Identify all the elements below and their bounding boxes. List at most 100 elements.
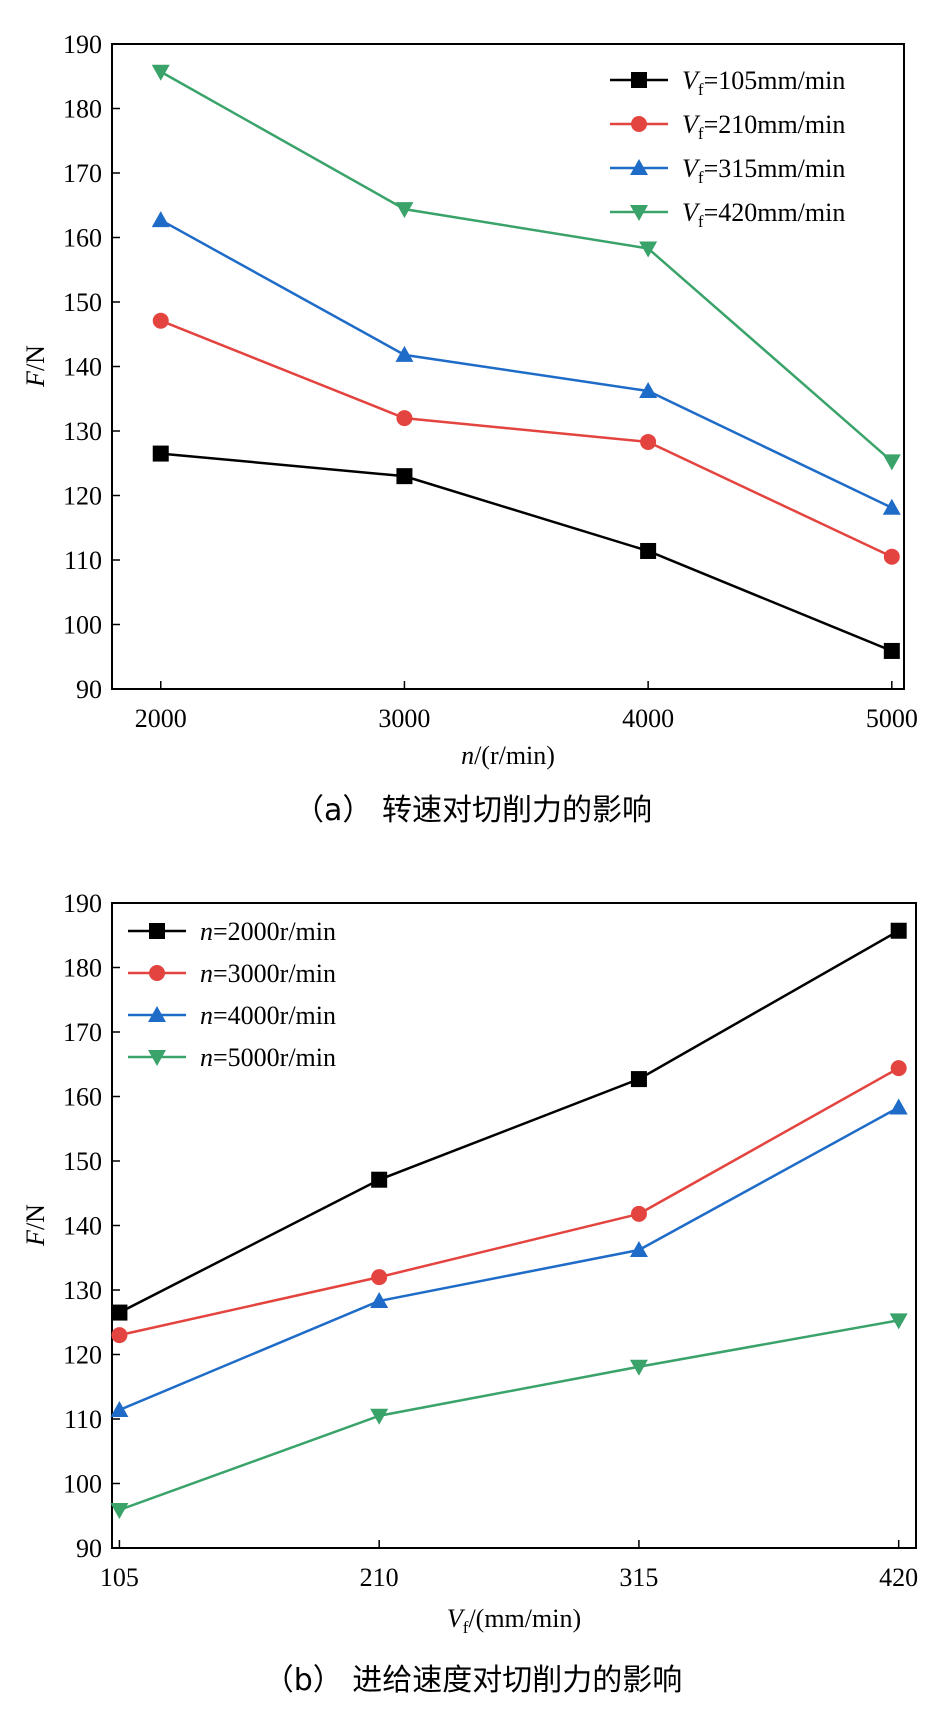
- legend-label: n=2000r/min: [200, 917, 336, 946]
- data-point: [370, 1291, 389, 1308]
- y-tick-label: 190: [63, 30, 102, 59]
- data-point: [640, 542, 657, 559]
- figure-caption: （b） 进给速度对切削力的影响: [264, 1663, 683, 1698]
- legend: Vf=105mm/min Vf=210mm/min Vf=315mm/min Vf=4…: [610, 66, 845, 231]
- y-tick-label: 120: [63, 1341, 102, 1370]
- data-point: [883, 642, 900, 659]
- y-tick-label: 160: [63, 1083, 102, 1112]
- legend-marker: [631, 116, 647, 132]
- data-point: [630, 1071, 647, 1088]
- legend-marker: [148, 1006, 166, 1022]
- y-tick-label: 170: [63, 159, 102, 188]
- data-point: [152, 312, 169, 329]
- legend-label: Vf=420mm/min: [682, 198, 845, 231]
- y-tick-label: 130: [63, 417, 102, 446]
- series-1: [152, 445, 900, 659]
- legend-marker: [630, 205, 648, 221]
- legend-marker: [630, 159, 648, 175]
- data-point: [639, 241, 658, 258]
- plot-frame: [111, 43, 905, 690]
- x-tick-label: 420: [879, 1563, 918, 1592]
- data-point: [111, 1327, 128, 1344]
- data-point: [883, 548, 900, 565]
- data-point: [371, 1171, 388, 1188]
- legend-label: n=4000r/min: [200, 1001, 336, 1030]
- data-point: [889, 1098, 908, 1115]
- y-tick-label: 100: [63, 1470, 102, 1499]
- series-4: [110, 1313, 908, 1519]
- series-4: [151, 64, 901, 471]
- y-tick-label: 90: [76, 675, 102, 704]
- data-point: [110, 1502, 129, 1519]
- data-point: [371, 1269, 388, 1286]
- data-point: [890, 1060, 907, 1077]
- data-point: [370, 1408, 389, 1425]
- x-tick-label: 210: [360, 1563, 399, 1592]
- y-tick-label: 130: [63, 1276, 102, 1305]
- data-point: [151, 64, 170, 81]
- series-line: [118, 929, 900, 1314]
- plot-frame: [111, 902, 917, 1549]
- y-tick-label: 140: [63, 1212, 102, 1241]
- chart-panel-a: 90 100 110 120 130 140 150 160 170 180 190 2000 3000…: [21, 30, 918, 828]
- data-point: [630, 1205, 647, 1222]
- x-tick-label: 5000: [866, 704, 918, 733]
- data-point: [639, 382, 658, 399]
- legend-marker: [148, 1050, 166, 1066]
- data-point: [890, 922, 907, 939]
- y-axis-label: F/N: [21, 345, 50, 388]
- figure-caption: （a） 转速对切削力的影响: [294, 793, 652, 828]
- x-tick-label: 4000: [622, 704, 674, 733]
- y-tick-label: 180: [63, 95, 102, 124]
- y-tick-label: 90: [76, 1534, 102, 1563]
- y-tick-label: 150: [63, 1147, 102, 1176]
- data-point: [110, 1400, 129, 1417]
- series-line: [118, 1106, 900, 1412]
- data-point: [395, 202, 414, 219]
- series-line: [118, 1319, 899, 1512]
- x-tick-label: 105: [100, 1563, 139, 1592]
- chart-panel-b: 90 100 110 120 130 140 150 160 170 180 190 105 210 31…: [21, 889, 918, 1698]
- y-tick-label: 180: [63, 954, 102, 983]
- legend-label: Vf=210mm/min: [682, 110, 845, 143]
- data-point: [882, 498, 901, 515]
- data-point: [111, 1304, 128, 1321]
- legend-marker: [149, 923, 165, 939]
- series-3: [151, 211, 901, 515]
- legend-label: n=5000r/min: [200, 1043, 336, 1072]
- series-line: [160, 452, 893, 653]
- series-line: [160, 70, 893, 463]
- y-tick-label: 110: [64, 1405, 102, 1434]
- legend-label: Vf=315mm/min: [682, 154, 845, 187]
- data-point: [889, 1313, 908, 1330]
- data-point: [629, 1359, 648, 1376]
- legend-marker: [631, 72, 647, 88]
- legend-marker: [149, 965, 165, 981]
- data-point: [629, 1241, 648, 1258]
- series-2: [152, 312, 900, 565]
- data-point: [396, 410, 413, 427]
- y-axis-label: F/N: [21, 1204, 50, 1247]
- y-tick-label: 190: [63, 889, 102, 918]
- y-tick-label: 110: [64, 546, 102, 575]
- data-point: [882, 454, 901, 471]
- y-tick-label: 170: [63, 1018, 102, 1047]
- legend-label: Vf=105mm/min: [682, 66, 845, 99]
- data-point: [395, 345, 414, 362]
- legend-label: n=3000r/min: [200, 959, 336, 988]
- series-line: [160, 218, 893, 509]
- y-tick-label: 160: [63, 224, 102, 253]
- data-point: [640, 433, 657, 450]
- series-2: [111, 1060, 907, 1344]
- series-line: [119, 1067, 900, 1337]
- x-axis-label: Vf/(mm/min): [447, 1604, 581, 1637]
- y-tick-label: 150: [63, 288, 102, 317]
- data-point: [396, 468, 413, 485]
- data-point: [151, 211, 170, 228]
- x-tick-label: 2000: [135, 704, 187, 733]
- x-tick-label: 315: [619, 1563, 658, 1592]
- series-3: [110, 1098, 908, 1417]
- y-tick-label: 100: [63, 611, 102, 640]
- legend: n=2000r/min n=3000r/min n=4000r/min n=5000r…: [128, 917, 336, 1072]
